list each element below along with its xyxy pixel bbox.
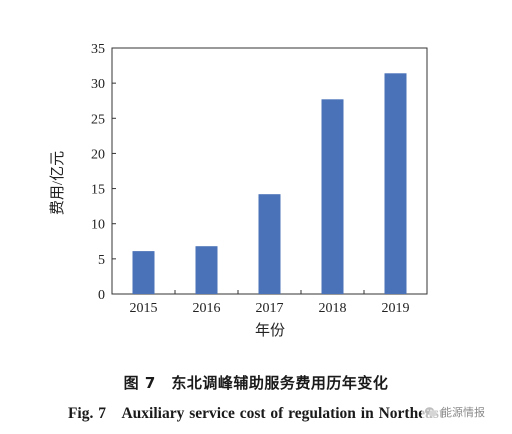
y-tick-label: 30 bbox=[91, 77, 105, 92]
y-tick-label: 35 bbox=[91, 42, 105, 57]
y-axis-ticks: 0 5 10 15 20 25 30 35 bbox=[91, 42, 116, 303]
chart-area: 0 5 10 15 20 25 30 35 2015 2016 2017 2018 2019 费用/亿… bbox=[49, 42, 428, 339]
x-axis-label: 年份 bbox=[255, 322, 285, 339]
bar-2016 bbox=[195, 246, 218, 294]
bar-chart: 0 5 10 15 20 25 30 35 2015 2016 2017 2018 2019 费用/亿… bbox=[49, 42, 428, 339]
figure-caption-chinese: 图 7 东北调峰辅助服务费用历年变化 bbox=[123, 374, 389, 392]
y-tick-label: 15 bbox=[91, 183, 105, 198]
y-tick-label: 10 bbox=[91, 218, 105, 233]
bars bbox=[132, 73, 407, 295]
bar-2015 bbox=[132, 251, 155, 294]
y-tick-label: 0 bbox=[98, 288, 105, 303]
bar-2017 bbox=[258, 194, 281, 294]
y-tick-label: 5 bbox=[98, 253, 105, 268]
watermark-text: 能源情报 bbox=[441, 406, 485, 419]
x-tick-label: 2018 bbox=[319, 301, 347, 316]
y-tick-label: 25 bbox=[91, 112, 105, 127]
watermark: 能源情报 bbox=[422, 402, 489, 422]
figure-caption-english: Fig. 7 Auxiliary service cost of regulat… bbox=[67, 405, 445, 422]
x-axis-ticks: 2015 2016 2017 2018 2019 bbox=[130, 290, 410, 316]
y-tick-label: 20 bbox=[91, 147, 105, 162]
y-axis-label: 费用/亿元 bbox=[49, 151, 66, 215]
wechat-icon bbox=[424, 407, 437, 417]
x-tick-label: 2015 bbox=[130, 301, 158, 316]
bar-2019 bbox=[384, 73, 407, 294]
bar-2018 bbox=[321, 99, 344, 295]
x-tick-label: 2019 bbox=[382, 301, 410, 316]
x-tick-label: 2016 bbox=[193, 301, 221, 316]
x-tick-label: 2017 bbox=[256, 301, 284, 316]
